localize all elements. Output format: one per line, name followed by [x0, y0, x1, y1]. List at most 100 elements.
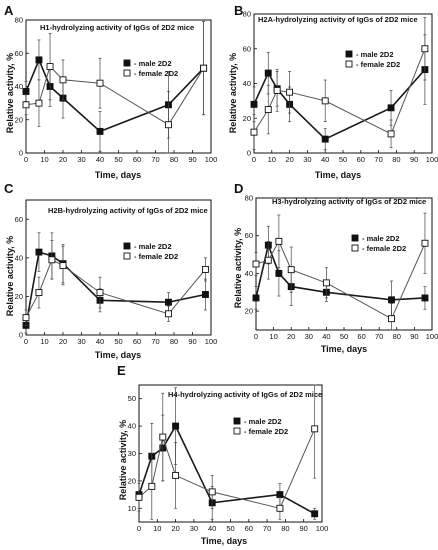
x-tick-label-e: 10 — [153, 524, 161, 533]
y-tick-label-b: 20 — [243, 114, 251, 123]
data-point — [286, 88, 294, 96]
x-tick-label-a: 80 — [170, 155, 178, 164]
x-tick-label-c: 40 — [96, 337, 104, 346]
data-point — [311, 425, 319, 433]
data-point — [321, 97, 329, 105]
data-point — [275, 269, 283, 277]
x-tick-label-d: 40 — [322, 332, 330, 341]
data-point — [164, 121, 172, 129]
chart-title-b: H2A-hydrolyzing activity of IgGs of 2D2 … — [258, 15, 418, 24]
y-tick-label-c: 0 — [19, 331, 23, 340]
legend-label-male: - male 2D2 — [134, 242, 172, 251]
data-point — [264, 256, 272, 264]
data-point — [46, 63, 54, 70]
data-point — [252, 260, 260, 268]
data-point — [276, 491, 284, 499]
x-tick-label-c: 0 — [24, 337, 28, 346]
data-point — [35, 56, 43, 64]
series-line — [25, 259, 206, 318]
y-axis-label-a: Relative activity, % — [5, 53, 15, 133]
legend-marker-female — [345, 60, 353, 68]
x-tick-label-e: 40 — [208, 524, 216, 533]
x-tick-label-e: 60 — [245, 524, 253, 533]
plot-frame-a — [25, 19, 212, 154]
series-line — [253, 69, 426, 141]
x-tick-label-a: 100 — [205, 155, 218, 164]
data-point — [250, 128, 258, 136]
x-tick-label-a: 60 — [133, 155, 141, 164]
chart-title-a: H1-hydrolyzing activity of IgGs of 2D2 m… — [40, 23, 194, 32]
y-tick-label-a: 0 — [19, 149, 23, 158]
data-point — [200, 64, 208, 72]
legend-marker-female — [233, 427, 241, 435]
data-point — [387, 104, 395, 112]
y-axis-label-d: Relative activity, % — [233, 228, 243, 308]
x-tick-label-b: 10 — [268, 155, 276, 164]
legend-label-female: - female 2D2 — [134, 252, 178, 261]
x-tick-label-d: 10 — [269, 332, 277, 341]
x-tick-label-c: 30 — [77, 337, 85, 346]
y-axis-label-b: Relative activity, % — [228, 53, 238, 133]
x-tick-label-d: 0 — [254, 332, 258, 341]
plot-frame-d — [255, 197, 433, 331]
data-point — [148, 482, 156, 490]
data-point — [388, 296, 395, 304]
y-tick-label-e: 20 — [128, 476, 136, 485]
data-point — [48, 256, 56, 264]
x-tick-label-e: 90 — [300, 524, 308, 533]
data-point — [275, 237, 283, 245]
data-point — [172, 471, 180, 479]
legend-label-female: - female 2D2 — [356, 60, 400, 69]
x-tick-label-c: 100 — [205, 337, 218, 346]
data-point — [252, 294, 260, 302]
x-tick-label-a: 10 — [40, 155, 48, 164]
plot-e: 0 10 20 30 40 50 60 70 80 90 100 10 20 30 40 50 - male 2… — [128, 384, 329, 533]
x-tick-label-a: 30 — [77, 155, 85, 164]
data-point — [388, 315, 395, 323]
x-tick-label-e: 70 — [263, 524, 271, 533]
x-tick-label-d: 70 — [375, 332, 383, 341]
chart-title-c: H2B-hydrolyzing activity of IgGs of 2D2 … — [48, 206, 208, 215]
legend-label-female: - female 2D2 — [362, 244, 406, 253]
x-tick-label-a: 40 — [96, 155, 104, 164]
data-point — [135, 493, 143, 501]
series-male-c — [22, 232, 209, 334]
x-tick-label-b: 80 — [392, 155, 400, 164]
x-tick-label-c: 90 — [188, 337, 196, 346]
legend-marker-male — [345, 50, 353, 58]
legend-marker-male — [351, 234, 359, 242]
x-tick-label-d: 80 — [393, 332, 401, 341]
x-tick-label-e: 100 — [316, 524, 329, 533]
x-tick-label-c: 70 — [151, 337, 159, 346]
data-point — [250, 100, 258, 108]
legend-marker-female — [123, 69, 131, 77]
data-point — [201, 291, 209, 298]
x-tick-label-b: 50 — [339, 155, 347, 164]
data-point — [172, 422, 180, 430]
data-point — [59, 76, 67, 84]
series-female-a — [22, 21, 208, 154]
plot-frame-e — [138, 384, 323, 523]
data-point — [164, 298, 172, 306]
data-point — [321, 135, 329, 143]
series-female-d — [252, 212, 429, 331]
panel-letter-b: B — [234, 3, 243, 18]
series-male-e — [135, 387, 319, 520]
x-tick-label-d: 90 — [410, 332, 418, 341]
x-tick-label-a: 50 — [114, 155, 122, 164]
y-tick-label-c: 20 — [15, 292, 23, 301]
y-tick-label-a: 60 — [15, 49, 23, 58]
x-tick-label-d: 50 — [340, 332, 348, 341]
y-tick-label-b: 0 — [247, 149, 251, 158]
data-point — [287, 266, 295, 274]
data-point — [322, 279, 330, 287]
data-point — [387, 130, 395, 138]
x-tick-label-a: 0 — [24, 155, 28, 164]
y-axis-label-c: Relative activity, % — [5, 236, 15, 316]
x-tick-label-a: 20 — [59, 155, 67, 164]
x-tick-label-b: 70 — [374, 155, 382, 164]
x-tick-label-a: 90 — [188, 155, 196, 164]
data-point — [35, 248, 43, 256]
x-tick-label-b: 20 — [285, 155, 293, 164]
series-female-c — [22, 240, 209, 326]
